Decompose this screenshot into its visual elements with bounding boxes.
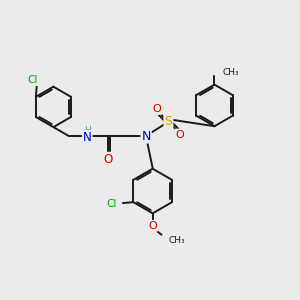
Text: O: O [103,153,113,166]
Text: N: N [83,131,92,144]
Text: O: O [153,104,161,114]
Text: O: O [175,130,184,140]
Text: Cl: Cl [106,199,117,208]
Text: Cl: Cl [27,75,38,85]
Text: CH₃: CH₃ [168,236,185,244]
Text: CH₃: CH₃ [223,68,239,77]
Text: N: N [141,130,151,142]
Text: H: H [84,126,91,135]
Text: O: O [148,221,157,231]
Text: S: S [164,115,172,128]
